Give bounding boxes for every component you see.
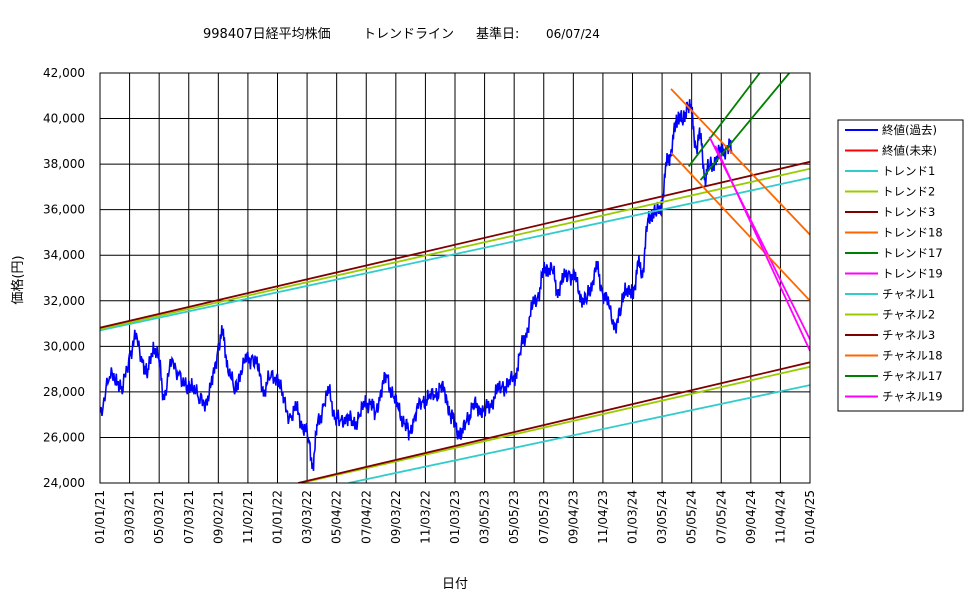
legend-label-6: トレンド17 bbox=[882, 246, 943, 260]
y-tick-label-1: 26,000 bbox=[43, 430, 85, 444]
series-line-0 bbox=[100, 99, 733, 471]
series-line-11 bbox=[670, 152, 810, 302]
x-tick-label-13: 03/05/23 bbox=[478, 490, 492, 544]
y-axis-ticks: 24,000 26,000 28,000 30,000 32,000 34,000 36,0… bbox=[43, 66, 85, 490]
legend-label-8: チャネル1 bbox=[882, 287, 935, 301]
x-axis-ticks: 01/01/21 03/03/21 05/03/21 07/03/21 09/02/21… bbox=[93, 490, 817, 544]
series-line-9 bbox=[300, 365, 810, 483]
chart-title-prefix: 998407日経平均株価 bbox=[203, 27, 331, 42]
y-tick-label-7: 38,000 bbox=[43, 157, 85, 171]
chart-title-basis-label: 基準日: bbox=[476, 26, 519, 42]
legend-label-5: トレンド18 bbox=[882, 226, 943, 240]
y-tick-label-4: 32,000 bbox=[43, 294, 85, 308]
x-tick-label-19: 03/05/24 bbox=[655, 490, 669, 544]
x-tick-label-0: 01/01/21 bbox=[93, 490, 107, 544]
x-tick-label-12: 01/03/23 bbox=[448, 490, 462, 544]
x-tick-label-20: 05/05/24 bbox=[685, 490, 699, 544]
x-tick-label-1: 03/03/21 bbox=[123, 490, 137, 544]
x-tick-label-24: 01/04/25 bbox=[803, 490, 817, 544]
legend-label-3: トレンド2 bbox=[882, 185, 935, 199]
x-tick-label-14: 05/05/23 bbox=[507, 490, 521, 544]
x-tick-label-16: 09/04/23 bbox=[566, 490, 580, 544]
x-tick-label-3: 07/03/21 bbox=[182, 490, 196, 544]
y-tick-label-9: 42,000 bbox=[43, 66, 85, 80]
legend-label-4: トレンド3 bbox=[882, 205, 935, 219]
series-line-10 bbox=[297, 361, 810, 483]
y-tick-label-8: 40,000 bbox=[43, 112, 85, 126]
x-tick-label-2: 05/03/21 bbox=[152, 490, 166, 544]
legend-label-10: チャネル3 bbox=[882, 328, 935, 342]
legend-label-1: 終値(未来) bbox=[882, 144, 937, 158]
x-tick-label-9: 07/04/22 bbox=[359, 490, 373, 544]
series-line-12 bbox=[699, 73, 790, 181]
series-line-6 bbox=[687, 73, 761, 167]
legend-label-11: チャネル18 bbox=[882, 349, 943, 363]
y-tick-label-6: 36,000 bbox=[43, 203, 85, 217]
legend-label-9: チャネル2 bbox=[882, 308, 935, 322]
series-line-5 bbox=[670, 88, 810, 236]
series-lines bbox=[100, 73, 810, 483]
legend: 終値(過去) 終値(未来) トレンド1 トレンド2 トレンド3 トレンド18 トレンド17 ト… bbox=[837, 119, 964, 412]
x-tick-label-21: 07/05/24 bbox=[714, 490, 728, 544]
x-tick-label-7: 03/03/22 bbox=[300, 490, 314, 544]
legend-label-12: チャネル17 bbox=[882, 369, 943, 383]
series-line-2 bbox=[100, 176, 810, 332]
series-line-13 bbox=[714, 145, 810, 352]
plot-frame bbox=[99, 72, 811, 484]
x-tick-label-5: 11/02/21 bbox=[241, 490, 255, 544]
x-tick-label-4: 09/02/21 bbox=[211, 490, 225, 544]
x-tick-label-15: 07/05/23 bbox=[537, 490, 551, 544]
legend-label-2: トレンド1 bbox=[882, 164, 935, 178]
x-tick-label-8: 05/04/22 bbox=[330, 490, 344, 544]
y-tick-label-0: 24,000 bbox=[43, 476, 85, 490]
legend-label-0: 終値(過去) bbox=[882, 123, 937, 137]
legend-label-7: トレンド19 bbox=[882, 267, 943, 281]
chart-title-main: トレンドライン bbox=[363, 27, 454, 42]
x-tick-label-18: 01/03/24 bbox=[626, 490, 640, 544]
series-line-4 bbox=[100, 160, 810, 329]
series-line-8 bbox=[348, 384, 810, 483]
x-tick-label-11: 11/03/22 bbox=[418, 490, 432, 544]
chart-title-basis-date: 06/07/24 bbox=[546, 27, 600, 41]
legend-box bbox=[837, 119, 964, 412]
grid bbox=[99, 72, 811, 484]
y-tick-label-3: 30,000 bbox=[43, 339, 85, 353]
x-tick-label-17: 11/04/23 bbox=[596, 490, 610, 544]
x-tick-label-22: 09/04/24 bbox=[744, 490, 758, 544]
legend-label-13: チャネル19 bbox=[882, 390, 943, 404]
y-axis-title: 価格(円) bbox=[10, 255, 26, 304]
x-tick-label-23: 11/04/24 bbox=[773, 490, 787, 544]
series-line-3 bbox=[100, 167, 810, 330]
y-tick-label-5: 34,000 bbox=[43, 248, 85, 262]
x-tick-label-6: 01/01/22 bbox=[271, 490, 285, 544]
x-axis-title: 日付 bbox=[442, 577, 468, 592]
x-tick-label-10: 09/03/22 bbox=[389, 490, 403, 544]
y-tick-label-2: 28,000 bbox=[43, 385, 85, 399]
